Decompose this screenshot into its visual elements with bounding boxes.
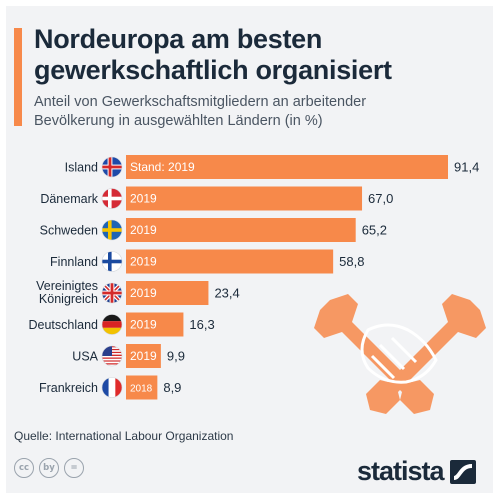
usa-flag-icon (101, 345, 123, 367)
year-label: 2018 (130, 384, 153, 395)
sweden-flag-icon (101, 219, 123, 241)
creative-commons-icon[interactable]: cc (14, 458, 34, 478)
data-label: 58,8 (339, 254, 364, 269)
category-label: Vereinigtes Königreich (36, 279, 98, 306)
year-label: 2019 (130, 349, 157, 363)
handshake-icon (360, 323, 438, 384)
year-label: 2019 (130, 318, 157, 332)
statista-logo-icon (449, 459, 476, 484)
category-label-line: Königreich (39, 292, 98, 306)
category-label: Deutschland (29, 318, 99, 332)
germany-flag-icon (101, 314, 123, 335)
category-label-line: Vereinigtes (36, 279, 98, 293)
license-icons: cc by = (14, 458, 84, 478)
category-label: USA (72, 350, 98, 364)
data-label: 16,3 (189, 317, 214, 332)
bar (126, 186, 363, 211)
year-label: 2019 (130, 286, 157, 300)
category-label: Frankreich (39, 381, 98, 395)
data-label: 91,4 (454, 160, 479, 175)
finland-flag-icon (101, 251, 123, 272)
year-label: 2019 (130, 255, 157, 269)
source-note: Quelle: International Labour Organizatio… (14, 429, 234, 443)
bar (126, 312, 184, 337)
bar (126, 218, 356, 242)
no-derivatives-icon[interactable]: = (64, 458, 84, 478)
data-label: 23,4 (214, 286, 239, 301)
title-line-2: gewerkschaftlich organisiert (34, 55, 392, 85)
page-title: Nordeuropa am besten gewerkschaftlich or… (34, 24, 484, 86)
bar (126, 375, 158, 400)
subtitle-line-1: Anteil von Gewerkschaftsmitgliedern an a… (34, 94, 367, 110)
title-line-1: Nordeuropa am besten (34, 24, 323, 54)
bar (126, 249, 334, 274)
year-label: 2019 (130, 223, 157, 237)
statista-logo[interactable]: statista (357, 456, 476, 487)
brand-wordmark: statista (357, 456, 445, 486)
year-label: Stand: 2019 (130, 160, 195, 174)
category-label: Finnland (50, 255, 98, 269)
title-accent-bar (14, 28, 22, 126)
data-label: 8,9 (163, 380, 181, 395)
subtitle-line-2: Bevölkerung in ausgewählten Ländern (in … (34, 113, 323, 129)
bar (126, 281, 209, 305)
category-label: Schweden (40, 224, 98, 238)
bar (126, 155, 448, 179)
france-flag-icon (101, 377, 123, 398)
denmark-flag-icon (101, 188, 123, 209)
iceland-flag-icon (101, 156, 123, 178)
data-label: 9,9 (167, 349, 185, 364)
category-label: Island (65, 161, 98, 175)
category-label: Dänemark (40, 192, 98, 206)
data-label: 65,2 (362, 223, 387, 238)
wrench-icon (314, 294, 486, 414)
attribution-icon[interactable]: by (39, 458, 59, 478)
uk-flag-icon (101, 282, 123, 304)
page-subtitle: Anteil von Gewerkschaftsmitgliedern an a… (34, 93, 474, 131)
data-label: 67,0 (368, 191, 393, 206)
year-label: 2019 (130, 192, 157, 206)
bar (126, 344, 161, 368)
